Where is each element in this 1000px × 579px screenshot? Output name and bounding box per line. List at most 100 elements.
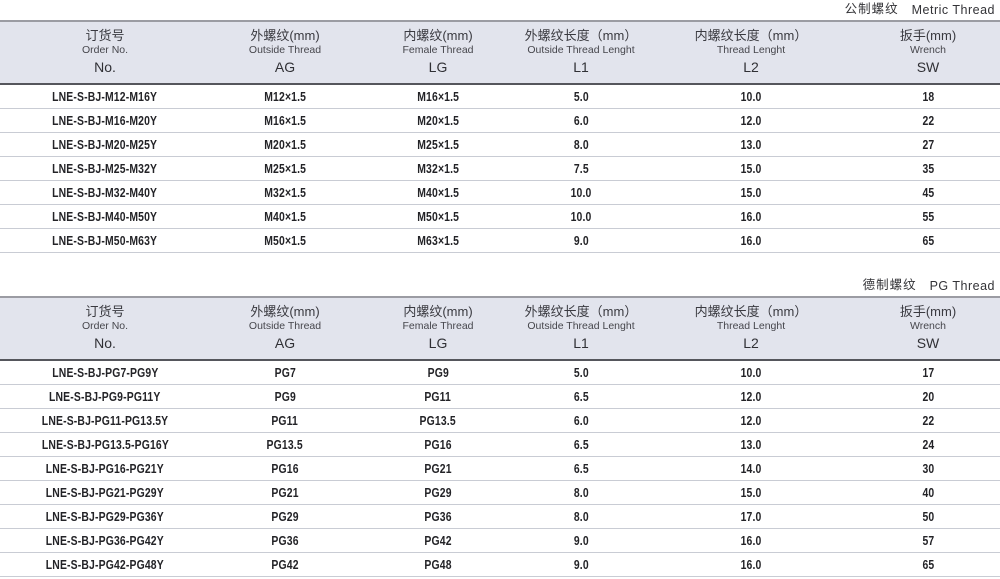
cell-text: 9.0 [573,532,589,548]
cell-text: PG13.5 [419,412,457,428]
table-row: LNE-S-BJ-M12-M16Y M12×1.5 M16×1.5 5.0 10.0 18 [0,84,1000,109]
table-row: LNE-S-BJ-PG7-PG9Y PG7 PG9 5.0 10.0 17 [0,360,1000,385]
table-row: LNE-S-BJ-PG29-PG36Y PG29 PG36 8.0 17.0 50 [0,504,1000,529]
table-cell: 12.0 [646,108,856,133]
table-cell: 9.0 [516,552,646,577]
table-cell: 18 [856,84,1000,109]
cell-text: 6.0 [573,112,589,128]
table-cell: M25×1.5 [210,156,360,181]
table-cell: 9.0 [516,528,646,553]
cell-text: 6.0 [573,412,589,428]
table-cell: 12.0 [646,408,856,433]
table-cell: PG11 [360,384,516,409]
header-label-en: Order No. [81,44,129,56]
table-cell: M63×1.5 [360,228,516,253]
cell-text: 15.0 [740,160,762,176]
cell-text: 16.0 [740,232,762,248]
table-cell: LNE-S-BJ-PG11-PG13.5Y [0,408,210,433]
table-cell: M32×1.5 [360,156,516,181]
cell-text: 20 [922,388,934,404]
cell-text: 10.0 [570,208,592,224]
header-label-code: L2 [743,335,759,351]
cell-text: PG36 [271,532,299,548]
table-cell: 12.0 [646,384,856,409]
table-cell: PG16 [210,456,360,481]
table-cell: LNE-S-BJ-PG16-PG21Y [0,456,210,481]
table-cell: LNE-S-BJ-M25-M32Y [0,156,210,181]
cell-text: M25×1.5 [264,160,306,176]
cell-text: M32×1.5 [417,160,459,176]
cell-text: LNE-S-BJ-M25-M32Y [52,160,158,176]
table-cell: M32×1.5 [210,180,360,205]
table-cell: PG21 [210,480,360,505]
table-cell: PG9 [360,360,516,385]
table-cell: 8.0 [516,132,646,157]
table-cell: 27 [856,132,1000,157]
cell-text: PG21 [424,460,452,476]
table-cell: LNE-S-BJ-M16-M20Y [0,108,210,133]
col-header-thread-length: 内螺纹长度（mm） Thread Lenght L2 [646,296,856,361]
header-label-cn: 外螺纹(mm) [250,304,320,319]
table-cell: PG36 [210,528,360,553]
metric-thread-section: 公制螺纹 Metric Thread 订货号 Order No. No. 外螺纹… [0,0,1000,253]
table-cell: LNE-S-BJ-PG21-PG29Y [0,480,210,505]
table-cell: 10.0 [516,204,646,229]
cell-text: PG42 [271,556,299,572]
cell-text: LNE-S-BJ-M20-M25Y [52,136,158,152]
table-cell: M40×1.5 [210,204,360,229]
col-header-female-thread: 内螺纹(mm) Female Thread LG [360,296,516,361]
table-cell: LNE-S-BJ-PG13.5-PG16Y [0,432,210,457]
cell-text: LNE-S-BJ-PG7-PG9Y [51,364,159,380]
header-label-cn: 内螺纹长度（mm） [694,304,808,319]
cell-text: 65 [922,556,934,572]
metric-table-body: LNE-S-BJ-M12-M16Y M12×1.5 M16×1.5 5.0 10.0 18… [0,84,1000,253]
table-cell: 6.5 [516,384,646,409]
header-label-en: Thread Lenght [716,44,786,56]
cell-text: PG21 [271,484,299,500]
metric-section-title: 公制螺纹 Metric Thread [0,0,1000,20]
table-row: LNE-S-BJ-M50-M63Y M50×1.5 M63×1.5 9.0 16.0 65 [0,228,1000,253]
table-cell: M12×1.5 [210,84,360,109]
cell-text: M50×1.5 [417,208,459,224]
cell-text: 27 [922,136,934,152]
cell-text: 10.0 [570,184,592,200]
table-cell: M50×1.5 [210,228,360,253]
header-label-en: Female Thread [402,320,474,332]
table-cell: 6.0 [516,108,646,133]
cell-text: M20×1.5 [264,136,306,152]
cell-text: 35 [922,160,934,176]
table-cell: PG16 [360,432,516,457]
table-cell: 14.0 [646,456,856,481]
cell-text: LNE-S-BJ-PG13.5-PG16Y [41,436,169,452]
cell-text: 9.0 [573,232,589,248]
table-cell: 15.0 [646,156,856,181]
header-label-code: AG [274,59,296,75]
header-label-cn: 内螺纹长度（mm） [694,28,808,43]
table-cell: 6.5 [516,432,646,457]
cell-text: PG9 [274,388,296,404]
table-cell: 30 [856,456,1000,481]
col-header-thread-length: 内螺纹长度（mm） Thread Lenght L2 [646,20,856,85]
pg-table-body: LNE-S-BJ-PG7-PG9Y PG7 PG9 5.0 10.0 17 LNE-S-BJ… [0,360,1000,577]
table-cell: 10.0 [646,360,856,385]
table-cell: 40 [856,480,1000,505]
header-label-code: L1 [573,59,589,75]
cell-text: 50 [922,508,934,524]
col-header-wrench: 扳手(mm) Wrench SW [856,296,1000,361]
header-label-en: Outside Thread [248,44,322,56]
cell-text: 7.5 [573,160,589,176]
cell-text: M25×1.5 [417,136,459,152]
table-cell: 17.0 [646,504,856,529]
cell-text: LNE-S-BJ-M50-M63Y [52,232,158,248]
cell-text: 16.0 [740,556,762,572]
cell-text: 13.0 [740,136,762,152]
table-cell: 10.0 [646,84,856,109]
table-cell: 35 [856,156,1000,181]
cell-text: 55 [922,208,934,224]
header-label-en: Order No. [81,320,129,332]
header-label-cn: 订货号 [85,28,125,43]
table-cell: 22 [856,108,1000,133]
cell-text: 16.0 [740,208,762,224]
header-label-code: No. [94,335,116,351]
table-row: LNE-S-BJ-M40-M50Y M40×1.5 M50×1.5 10.0 16.0 5… [0,204,1000,229]
